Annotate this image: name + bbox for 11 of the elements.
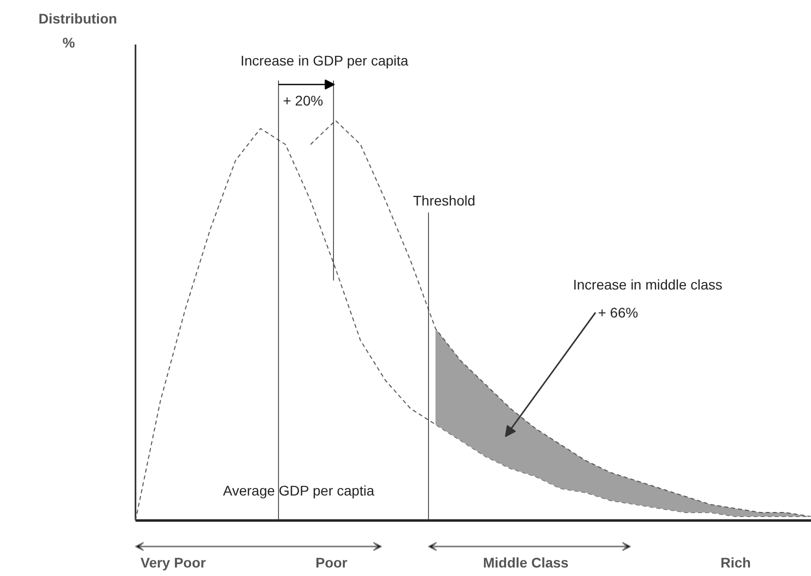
text: Poor [315, 554, 348, 570]
annotation: + 66% [598, 304, 638, 320]
text: Distribution % [38, 10, 118, 50]
text: Middle Class [482, 554, 569, 570]
text: Very Poor [140, 554, 206, 570]
annotation: Threshold [412, 192, 476, 208]
text: + 20% [282, 92, 324, 108]
annotation: Increase in middle class [572, 276, 722, 292]
annotation: Average GDP per captia [222, 482, 374, 498]
text: Rich [720, 554, 751, 570]
text: Increase in GDP per capita [240, 52, 409, 68]
